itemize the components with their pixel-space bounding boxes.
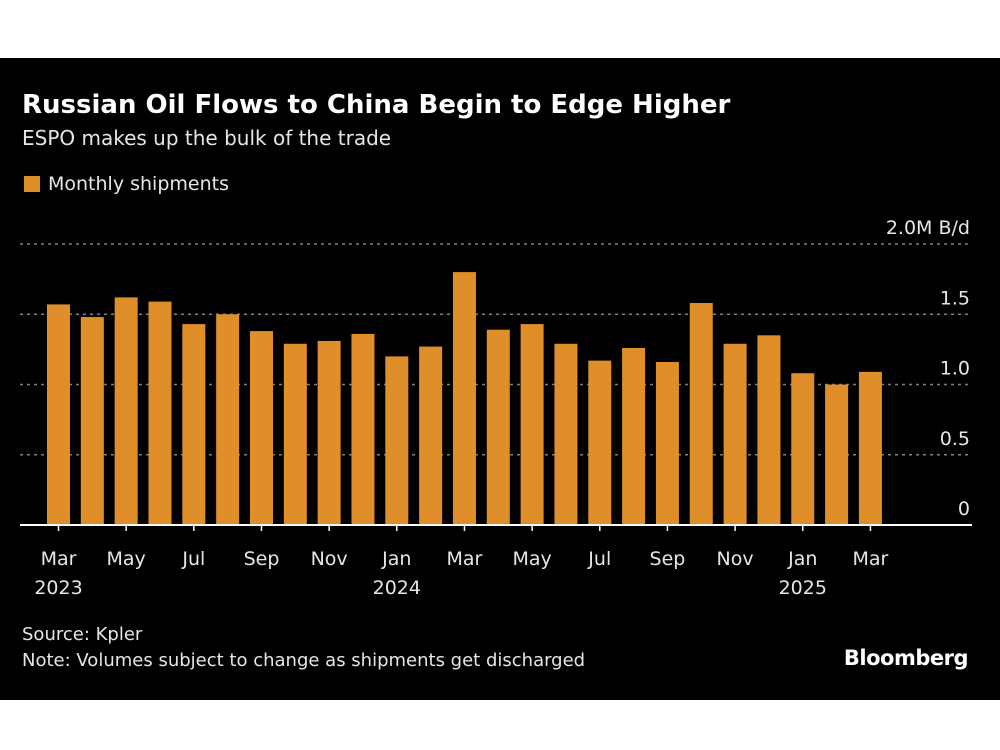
bar [419, 346, 443, 525]
x-tick-label: Mar [852, 548, 888, 570]
x-tick-label: Nov [311, 548, 348, 570]
bar [655, 362, 679, 525]
bar [385, 356, 409, 525]
y-tick-label: 0.5 [940, 428, 970, 450]
bar [588, 360, 612, 525]
legend-label: Monthly shipments [48, 173, 229, 195]
y-tick-label: 2.0M B/d [886, 217, 970, 239]
y-tick-label: 1.5 [940, 287, 970, 309]
x-tick-label: May [512, 548, 551, 570]
bar [351, 333, 375, 525]
legend: Monthly shipments [24, 173, 229, 195]
x-tick-label: Jan [787, 548, 817, 570]
footnote: Note: Volumes subject to change as shipm… [22, 650, 586, 671]
chart-title: Russian Oil Flows to China Begin to Edge… [22, 90, 731, 120]
x-tick-label: May [107, 548, 146, 570]
bar [249, 331, 273, 525]
x-tick-year: 2024 [373, 577, 421, 599]
x-tick-label: Sep [244, 548, 280, 570]
x-tick-year: 2025 [779, 577, 827, 599]
bar [452, 272, 476, 525]
x-tick-label: Jul [587, 548, 611, 570]
bar [114, 297, 138, 525]
bar [757, 335, 781, 525]
bar [47, 304, 70, 525]
bar [825, 384, 849, 525]
bar [554, 343, 578, 525]
x-tick-label: Jul [181, 548, 205, 570]
source-note: Source: Kpler [22, 624, 143, 645]
bloomberg-logo: Bloomberg [843, 646, 969, 670]
bar [486, 329, 510, 525]
bar [723, 343, 747, 525]
y-tick-label: 1.0 [940, 358, 970, 380]
bar [148, 301, 172, 525]
bar [791, 373, 815, 525]
y-tick-label: 0 [958, 498, 970, 520]
bar [858, 371, 882, 525]
bar [689, 303, 713, 525]
bar [283, 343, 307, 525]
legend-swatch [24, 176, 40, 192]
x-tick-label: Mar [41, 548, 77, 570]
bar [317, 340, 341, 525]
bar [182, 324, 206, 525]
bar [216, 314, 240, 525]
x-tick-year: 2023 [34, 577, 82, 599]
x-tick-label: Sep [650, 548, 686, 570]
chart-subtitle: ESPO makes up the bulk of the trade [22, 126, 392, 150]
x-tick-label: Jan [381, 548, 411, 570]
bar [622, 347, 646, 525]
x-tick-label: Nov [717, 548, 754, 570]
bar [520, 324, 544, 525]
x-tick-label: Mar [447, 548, 483, 570]
bar [80, 317, 104, 525]
